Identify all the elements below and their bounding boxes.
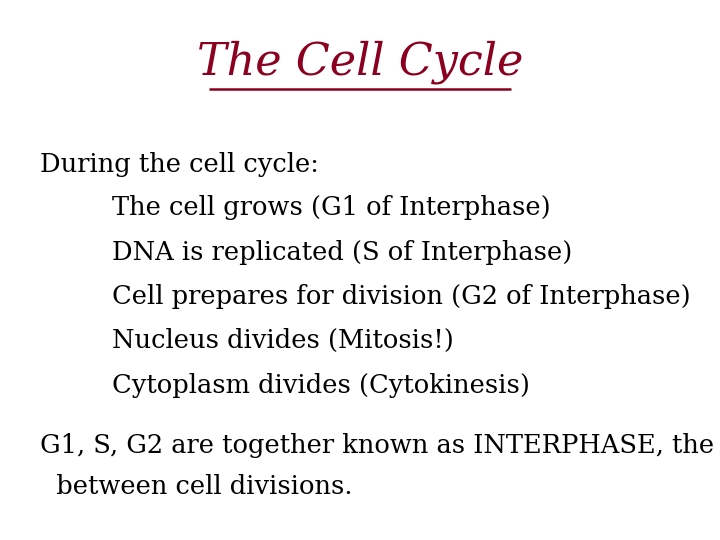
Text: DNA is replicated (S of Interphase): DNA is replicated (S of Interphase) (112, 240, 572, 265)
Text: G1, S, G2 are together known as INTERPHASE, the time: G1, S, G2 are together known as INTERPHA… (40, 433, 720, 458)
Text: During the cell cycle:: During the cell cycle: (40, 152, 318, 177)
Text: between cell divisions.: between cell divisions. (40, 474, 352, 498)
Text: Cell prepares for division (G2 of Interphase): Cell prepares for division (G2 of Interp… (112, 284, 690, 309)
Text: The cell grows (G1 of Interphase): The cell grows (G1 of Interphase) (112, 195, 550, 220)
Text: Nucleus divides (Mitosis!): Nucleus divides (Mitosis!) (112, 328, 454, 353)
Text: The Cell Cycle: The Cell Cycle (197, 40, 523, 84)
Text: Cytoplasm divides (Cytokinesis): Cytoplasm divides (Cytokinesis) (112, 373, 529, 397)
